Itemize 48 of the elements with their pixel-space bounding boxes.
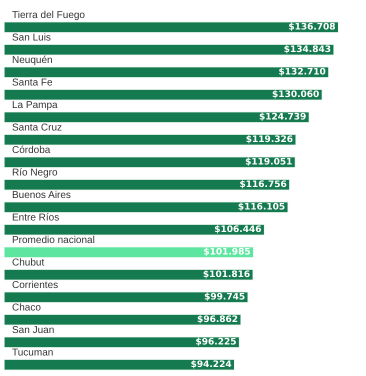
y-tick-label: San Luis <box>12 32 51 44</box>
data-label: $94.224 <box>190 360 232 370</box>
y-tick-label: Santa Cruz <box>12 122 62 134</box>
bar <box>4 179 290 190</box>
y-tick-label: La Pampa <box>12 100 58 111</box>
y-tick-label: Buenos Aires <box>12 190 71 201</box>
data-label: $96.862 <box>197 314 238 325</box>
data-label: $130.060 <box>272 90 320 100</box>
data-label: $134.843 <box>284 44 332 55</box>
bar <box>4 156 296 168</box>
y-tick-label: Promedio nacional <box>12 234 95 246</box>
data-label: $106.446 <box>214 224 262 235</box>
bar <box>4 224 265 236</box>
data-label: $136.708 <box>288 22 336 32</box>
bar <box>4 269 254 280</box>
bar <box>4 246 254 258</box>
bar <box>4 22 339 33</box>
y-tick-label: Río Negro <box>12 167 58 178</box>
data-label: $119.051 <box>245 157 292 168</box>
bar <box>4 359 235 370</box>
y-tick-label: Tierra del Fuego <box>12 10 86 21</box>
y-tick-label: Tucuman <box>12 347 54 358</box>
y-tick-label: Córdoba <box>12 144 51 156</box>
bar <box>4 89 322 100</box>
bar <box>4 66 329 78</box>
y-tick-label: Santa Fe <box>12 77 54 88</box>
data-label: $116.756 <box>239 180 287 190</box>
bar <box>4 134 296 146</box>
bar <box>4 44 334 56</box>
bar <box>4 314 242 326</box>
bar <box>4 202 288 213</box>
y-tick-label: San Juan <box>12 324 54 336</box>
y-tick-label: Chubut <box>12 257 44 268</box>
data-label: $132.710 <box>278 67 326 78</box>
bar <box>4 292 248 303</box>
y-tick-label: Neuquén <box>12 54 53 66</box>
data-label: $101.816 <box>202 270 250 280</box>
bar <box>4 112 310 123</box>
data-label: $119.326 <box>246 134 294 145</box>
y-tick-label: Chaco <box>12 302 42 314</box>
data-label: $99.745 <box>204 292 246 302</box>
data-label: $101.985 <box>203 247 251 258</box>
y-tick-label: Corrientes <box>12 280 58 291</box>
bar <box>4 336 240 348</box>
data-label: $116.105 <box>238 202 286 212</box>
y-tick-label: Entre Ríos <box>12 212 60 224</box>
data-label: $124.739 <box>259 112 306 122</box>
data-label: $96.225 <box>196 337 236 348</box>
